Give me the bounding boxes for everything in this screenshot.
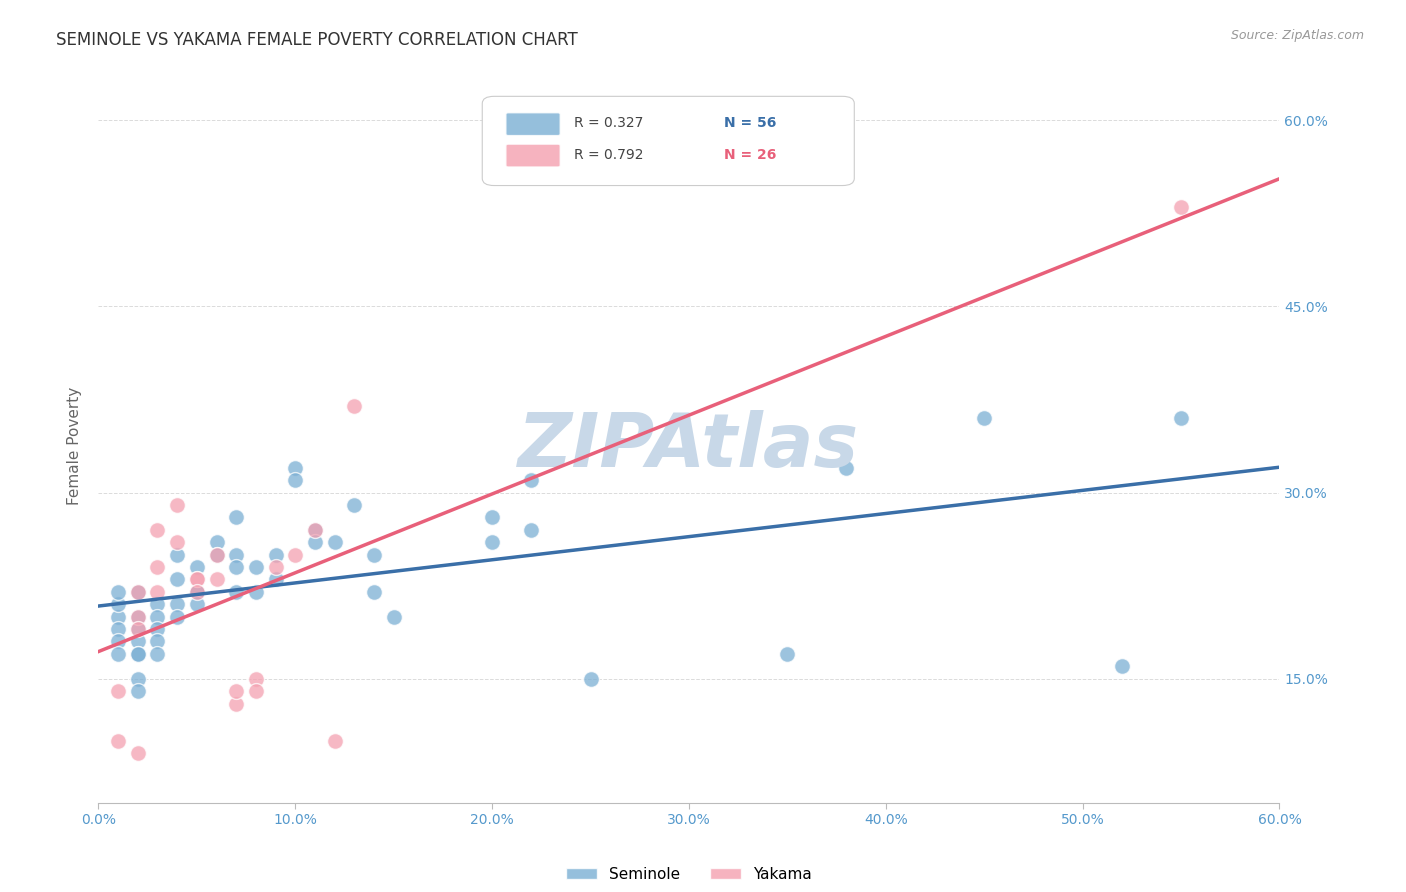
Point	[166, 573, 188, 587]
Point	[107, 684, 129, 698]
Point	[107, 609, 129, 624]
Point	[363, 584, 385, 599]
Point	[245, 560, 267, 574]
Text: N = 56: N = 56	[724, 117, 776, 130]
Point	[166, 597, 188, 611]
Point	[304, 523, 326, 537]
Point	[225, 697, 247, 711]
Point	[127, 622, 149, 636]
Point	[107, 733, 129, 747]
Point	[304, 523, 326, 537]
Point	[146, 584, 169, 599]
Point	[481, 510, 503, 524]
Point	[127, 584, 149, 599]
Point	[166, 498, 188, 512]
Point	[225, 684, 247, 698]
Point	[166, 548, 188, 562]
Point	[225, 548, 247, 562]
Point	[107, 597, 129, 611]
Point	[264, 560, 287, 574]
Point	[146, 523, 169, 537]
Text: SEMINOLE VS YAKAMA FEMALE POVERTY CORRELATION CHART: SEMINOLE VS YAKAMA FEMALE POVERTY CORREL…	[56, 31, 578, 49]
Point	[107, 584, 129, 599]
Text: R = 0.327: R = 0.327	[575, 117, 644, 130]
Point	[146, 609, 169, 624]
Point	[1170, 200, 1192, 214]
Point	[186, 584, 208, 599]
Point	[264, 573, 287, 587]
Point	[127, 647, 149, 661]
Point	[382, 609, 405, 624]
Point	[146, 634, 169, 648]
FancyBboxPatch shape	[482, 96, 855, 186]
Point	[304, 535, 326, 549]
Point	[127, 634, 149, 648]
Point	[245, 684, 267, 698]
Point	[186, 573, 208, 587]
Point	[973, 411, 995, 425]
Point	[146, 622, 169, 636]
Point	[166, 535, 188, 549]
Text: Source: ZipAtlas.com: Source: ZipAtlas.com	[1230, 29, 1364, 42]
Point	[245, 584, 267, 599]
Point	[186, 584, 208, 599]
Point	[107, 634, 129, 648]
Text: N = 26: N = 26	[724, 148, 776, 161]
Point	[146, 647, 169, 661]
Point	[186, 597, 208, 611]
Point	[127, 609, 149, 624]
Point	[520, 473, 543, 487]
Point	[186, 584, 208, 599]
Point	[284, 548, 307, 562]
Point	[579, 672, 602, 686]
Point	[323, 535, 346, 549]
Point	[245, 672, 267, 686]
Point	[186, 573, 208, 587]
Point	[205, 548, 228, 562]
Point	[520, 523, 543, 537]
Point	[127, 647, 149, 661]
Point	[205, 548, 228, 562]
Text: ZIPAtlas: ZIPAtlas	[519, 409, 859, 483]
Point	[127, 609, 149, 624]
Point	[225, 510, 247, 524]
Point	[127, 672, 149, 686]
Point	[343, 498, 366, 512]
Point	[1111, 659, 1133, 673]
Point	[835, 460, 858, 475]
Point	[186, 560, 208, 574]
Point	[776, 647, 799, 661]
Point	[225, 584, 247, 599]
Text: R = 0.792: R = 0.792	[575, 148, 644, 161]
Point	[205, 573, 228, 587]
Point	[107, 647, 129, 661]
Point	[481, 535, 503, 549]
Y-axis label: Female Poverty: Female Poverty	[67, 387, 83, 505]
Point	[127, 622, 149, 636]
FancyBboxPatch shape	[506, 112, 560, 136]
Point	[127, 684, 149, 698]
Point	[343, 399, 366, 413]
Point	[127, 584, 149, 599]
Point	[284, 460, 307, 475]
Point	[363, 548, 385, 562]
Point	[323, 733, 346, 747]
Point	[107, 622, 129, 636]
Point	[1170, 411, 1192, 425]
Point	[264, 548, 287, 562]
Point	[146, 597, 169, 611]
Point	[146, 560, 169, 574]
Point	[225, 560, 247, 574]
FancyBboxPatch shape	[506, 145, 560, 167]
Legend: Seminole, Yakama: Seminole, Yakama	[560, 861, 818, 888]
Point	[205, 535, 228, 549]
Point	[166, 609, 188, 624]
Point	[284, 473, 307, 487]
Point	[127, 746, 149, 760]
